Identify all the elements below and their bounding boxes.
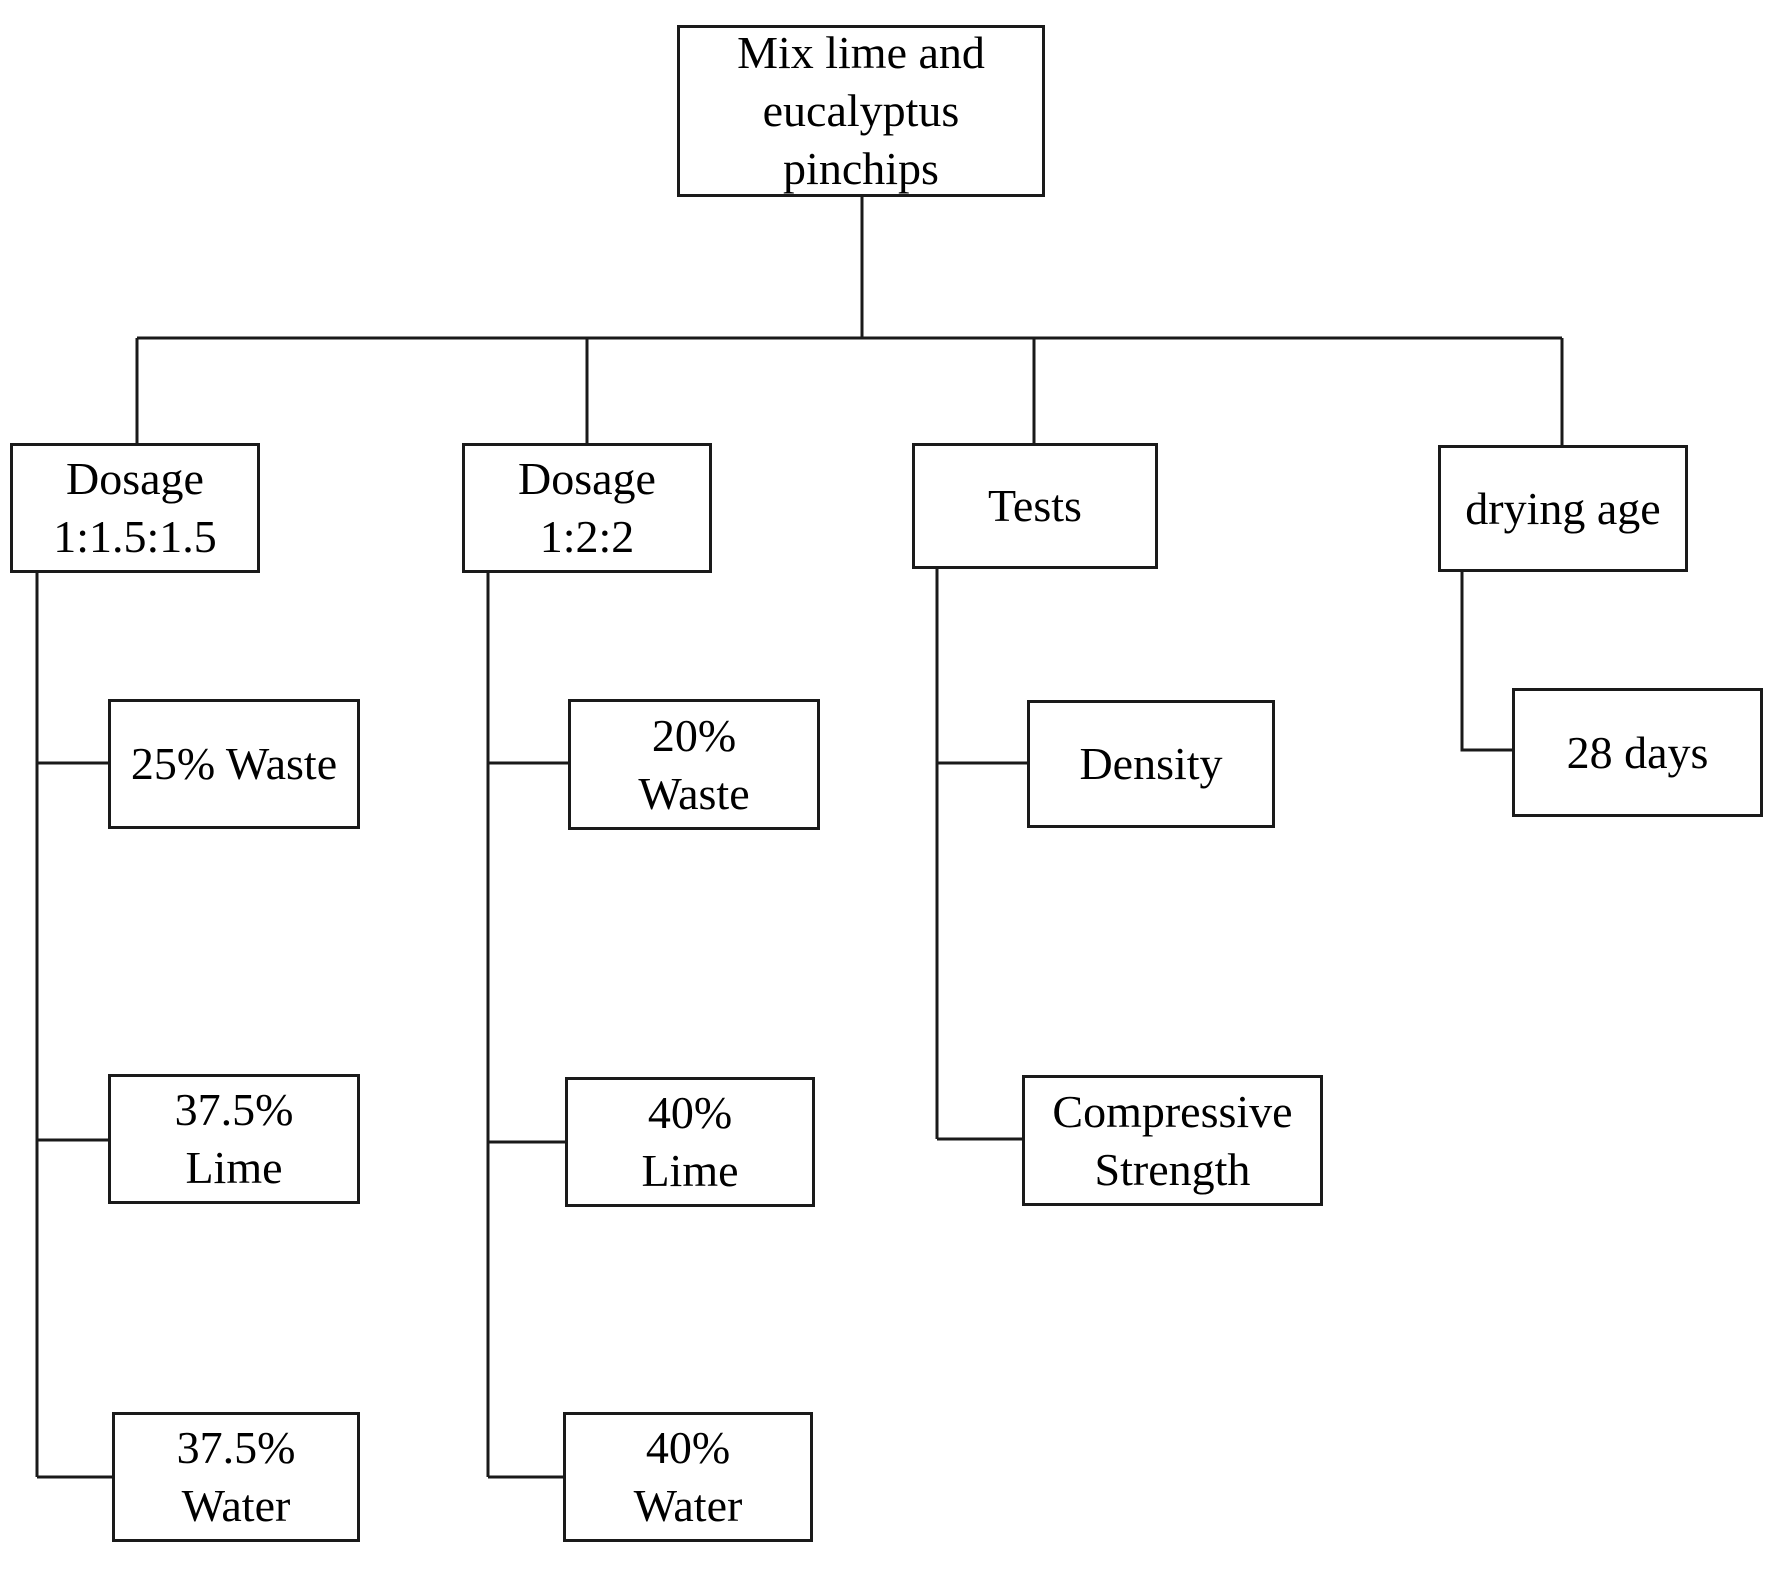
node-dosage-1-1.5-1.5: Dosage 1:1.5:1.5 xyxy=(10,443,260,573)
node-28-days: 28 days xyxy=(1512,688,1763,817)
node-density: Density xyxy=(1027,700,1275,828)
node-37-5-lime: 37.5% Lime xyxy=(108,1074,360,1204)
node-40-water: 40% Water xyxy=(563,1412,813,1542)
node-dosage-1-2-2: Dosage 1:2:2 xyxy=(462,443,712,573)
node-drying-age: drying age xyxy=(1438,445,1688,572)
node-mix-lime-root: Mix lime and eucalyptus pinchips xyxy=(677,25,1045,197)
node-tests: Tests xyxy=(912,443,1158,569)
node-25-waste: 25% Waste xyxy=(108,699,360,829)
node-40-lime: 40% Lime xyxy=(565,1077,815,1207)
node-37-5-water: 37.5% Water xyxy=(112,1412,360,1542)
node-20-waste: 20% Waste xyxy=(568,699,820,830)
node-compressive-strength: Compressive Strength xyxy=(1022,1075,1323,1206)
connector-drying-to-28days xyxy=(1460,572,1514,752)
